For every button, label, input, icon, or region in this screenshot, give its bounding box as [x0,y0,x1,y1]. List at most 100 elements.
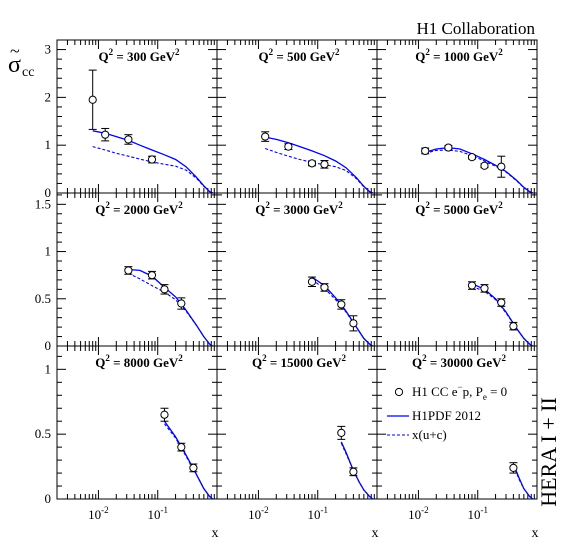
panel-5: Q2 = 3000 GeV2 [216,192,378,347]
data-point [101,127,110,142]
data-marker [421,146,430,156]
data-point [509,321,518,331]
data-point [124,134,133,145]
panel-q2-label: Q2 = 300 GeV2 [98,47,180,64]
x-tick-label: 10-1 [147,505,168,522]
data-marker [349,319,358,328]
panel-1: 0 1 2 3 Q2 = 300 GeV2 [45,39,218,200]
data-marker [307,159,317,168]
data-marker [147,271,157,280]
data-marker [160,285,169,294]
data-marker [160,410,169,419]
data-marker [497,298,506,307]
panel-7: 0 0.5 1 10-2 10-1 x Q2 = 8000 GeV2 [35,345,219,541]
data-point [497,155,506,178]
data-point [349,467,358,477]
x-tick-label: 10-1 [467,505,488,522]
data-marker [177,443,186,452]
data-marker [480,284,489,293]
y-tick-label: 0.5 [35,426,51,441]
curve-x-u-plus-c [311,279,374,347]
panel-9: 10-2 10-1 x Q2 = 30000 GeV2 [376,345,539,541]
curve-x-u-plus-c [164,423,214,500]
y-axis-label-subscript: cc [22,65,34,80]
data-point [444,143,453,152]
panel-3: Q2 = 1000 GeV2 [376,39,538,194]
y-axis-label-sigma: σ [8,52,21,78]
x-tick-label: 10-1 [307,505,328,522]
y-tick-label: 3 [45,42,52,57]
collaboration-label: H1 Collaboration [416,19,535,38]
data-point [160,407,169,422]
y-tick-label: 0 [45,185,52,200]
panel-q2-label: Q2 = 5000 GeV2 [415,200,503,217]
legend: H1 CC e−p, Pe = 0 H1PDF 2012 x(u+c) [387,382,507,442]
data-marker [284,142,293,151]
panel-frame [376,345,538,500]
panel-q2-label: Q2 = 1000 GeV2 [415,47,503,64]
data-marker [444,143,453,152]
panel-4: 0 0.5 1 1.5 Q2 = 2000 GeV2 [35,192,218,353]
data-marker [88,95,97,104]
curve-x-u-plus-c [471,285,534,347]
data-point [147,155,157,164]
y-tick-label: 0.5 [35,291,51,306]
data-point [337,425,346,440]
y-tick-label: 1.5 [35,196,51,211]
curve-h1pdf-2012 [128,268,214,347]
panel-grid: 0 1 2 3 Q2 = 300 GeV2 Q2 = 500 GeV2 Q2 = 1000 … [35,39,539,541]
x-axis-label: x [212,526,219,541]
legend-marker [394,387,404,397]
y-tick-label: 1 [45,244,52,259]
curve-x-u-plus-c [128,272,214,347]
data-marker [337,300,346,309]
data-point [349,315,358,332]
data-marker [147,155,157,164]
data-point [480,161,489,170]
legend-label-xuc: x(u+c) [412,427,447,442]
panel-8: 10-2 10-1 x Q2 = 15000 GeV2 [216,345,379,541]
x-tick-label: 10-2 [248,505,269,522]
hera-side-label: HERA I + II [536,397,561,507]
data-marker [349,467,358,476]
y-axis-label: σ ~ cc [8,41,34,80]
data-point [88,69,97,130]
data-point [480,284,489,293]
data-point [497,298,506,307]
panel-2: Q2 = 500 GeV2 [216,39,378,194]
panel-q2-label: Q2 = 30000 GeV2 [412,353,507,370]
x-tick-label: 10-2 [88,505,109,522]
data-point [261,131,270,142]
data-marker [509,322,518,331]
data-marker [480,161,489,170]
data-marker [261,132,270,141]
y-tick-label: 2 [45,89,52,104]
y-axis-label-tilde: ~ [10,41,20,61]
curve-x-u-plus-c [92,146,214,194]
y-tick-label: 1 [45,137,52,152]
curve-h1pdf-2012 [163,420,214,500]
data-marker [307,277,317,286]
data-point [467,281,477,290]
curve-h1pdf-2012 [425,146,534,194]
panel-q2-label: Q2 = 8000 GeV2 [95,353,183,370]
data-point [189,463,198,473]
curve-x-u-plus-c [265,147,374,194]
data-point [124,266,133,275]
legend-label-h1pdf: H1PDF 2012 [412,408,481,423]
data-point [147,270,157,280]
curve-h1pdf-2012 [92,130,214,194]
data-point [320,159,329,169]
x-axis-label: x [372,526,379,541]
curve-h1pdf-2012 [265,136,374,194]
data-marker [497,162,506,171]
data-marker [124,266,133,275]
data-marker [320,160,329,169]
data-marker [467,281,477,290]
panel-q2-label: Q2 = 3000 GeV2 [255,200,343,217]
data-point [284,142,293,151]
data-point [509,462,518,474]
y-tick-label: 0 [45,338,52,353]
data-point [337,299,346,310]
